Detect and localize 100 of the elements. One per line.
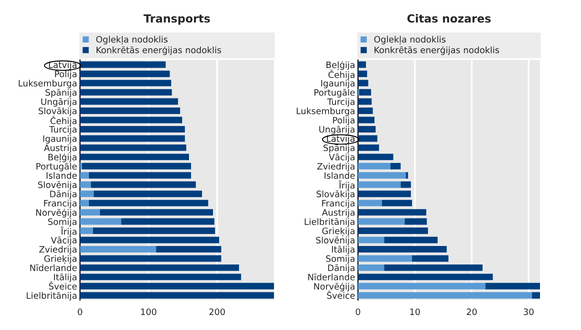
y-tick-label: Beļģija: [326, 61, 354, 70]
bar: [80, 209, 100, 216]
bar: [80, 61, 166, 68]
y-tick-label: Vācija: [50, 236, 76, 246]
x-tick-label: 0: [78, 308, 82, 316]
bar: [358, 70, 368, 78]
bar: [358, 135, 378, 142]
y-tick-label: Polija: [333, 116, 354, 126]
y-tick-label: Portugāle: [314, 88, 355, 98]
chart-title: Transports: [144, 14, 210, 25]
y-tick-label: Spānija: [324, 144, 354, 153]
bar: [358, 116, 374, 124]
y-tick-label: Īrija: [60, 226, 76, 237]
y-tick-label: Ungārija: [41, 98, 76, 107]
bar: [358, 190, 411, 198]
bar: [156, 246, 222, 252]
bar: [121, 218, 214, 225]
bar: [358, 61, 366, 68]
bar: [80, 108, 180, 114]
x-tick-label: 200: [209, 308, 225, 316]
bar: [80, 172, 89, 179]
y-tick-label: Šveice: [327, 290, 355, 299]
y-tick-label: Igaunija: [43, 135, 76, 144]
y-tick-label: Igaunija: [321, 80, 354, 88]
y-tick-label: Lielbritānija: [304, 218, 354, 227]
y-tick-label: Portugāle: [36, 162, 77, 172]
y-tick-label: Lielbritānija: [26, 292, 76, 301]
y-tick-label: Grieķija: [44, 255, 76, 264]
bar: [80, 282, 274, 290]
y-tick-label: Latvija: [49, 61, 76, 70]
chart-title: Citas nozares: [407, 14, 491, 23]
y-tick-label: Islande: [324, 172, 355, 179]
x-tick-label: 100: [141, 308, 156, 316]
bar: [358, 172, 406, 179]
bar: [80, 89, 172, 96]
bar: [358, 80, 368, 86]
bar: [80, 246, 156, 252]
bar: [80, 264, 240, 271]
y-tick-label: Turcija: [327, 98, 354, 107]
bar: [358, 228, 428, 234]
y-tick-label: Nīderlande: [308, 274, 355, 280]
bar: [80, 126, 185, 132]
bar: [358, 200, 382, 206]
bar: [80, 274, 242, 280]
y-tick-label: Austrija: [44, 144, 76, 153]
bar: [88, 172, 192, 179]
bar: [88, 200, 208, 206]
y-tick-label: Čehija: [50, 116, 76, 126]
legend-label: Oglekļa nodoklis: [96, 36, 168, 45]
bar: [358, 236, 384, 244]
y-tick-label: Somija: [48, 218, 76, 227]
y-tick-label: Šveice: [49, 281, 77, 290]
y-tick-label: Čehija: [328, 70, 354, 80]
bar: [80, 135, 185, 142]
bar: [80, 80, 172, 86]
bar: [80, 154, 189, 160]
bar: [358, 282, 486, 290]
bar: [382, 200, 412, 206]
bar: [412, 255, 448, 262]
y-tick-label: Itālija: [54, 274, 76, 282]
bar: [358, 264, 384, 271]
bar: [80, 255, 222, 262]
y-tick-label: Francija: [44, 200, 76, 208]
bar: [80, 116, 182, 124]
x-tick-label: 20: [466, 308, 477, 316]
bar: [400, 181, 411, 188]
bar: [390, 162, 401, 170]
y-tick-label: Norvēģija: [36, 208, 76, 218]
bar: [358, 292, 532, 299]
y-tick-label: Beļģija: [48, 154, 76, 162]
bar: [80, 228, 94, 234]
y-tick-label: Norvēģija: [314, 282, 354, 292]
bar: [404, 218, 427, 225]
legend-label: Konkrētās enerģijas nodoklis: [374, 46, 500, 55]
bar: [80, 181, 91, 188]
bar: [358, 108, 373, 114]
bar: [80, 190, 94, 198]
bar: [358, 98, 372, 105]
y-tick-label: Dānija: [328, 264, 354, 273]
y-tick-label: Somija: [326, 255, 354, 264]
bar: [358, 154, 394, 160]
y-tick-label: Spānija: [46, 88, 76, 98]
legend-label: Konkrētās enerģijas nodoklis: [96, 46, 222, 55]
bar: [80, 70, 170, 78]
bar: [358, 126, 376, 132]
bar: [358, 162, 390, 170]
bar: [384, 236, 438, 244]
x-tick-label: 30: [524, 308, 534, 316]
bar: [359, 89, 372, 96]
y-tick-label: Grieķija: [322, 227, 354, 236]
bar: [358, 255, 412, 262]
y-tick-label: Slovākija: [38, 107, 76, 116]
y-tick-label: Luksemburga: [296, 107, 354, 116]
bar: [90, 181, 196, 188]
y-tick-label: Francija: [322, 200, 354, 208]
bar: [94, 190, 202, 198]
y-tick-label: Īrija: [338, 180, 354, 190]
y-tick-label: Slovēnija: [316, 236, 354, 246]
y-tick-label: Zviedrija: [39, 246, 76, 254]
x-tick-label: 10: [410, 308, 420, 316]
